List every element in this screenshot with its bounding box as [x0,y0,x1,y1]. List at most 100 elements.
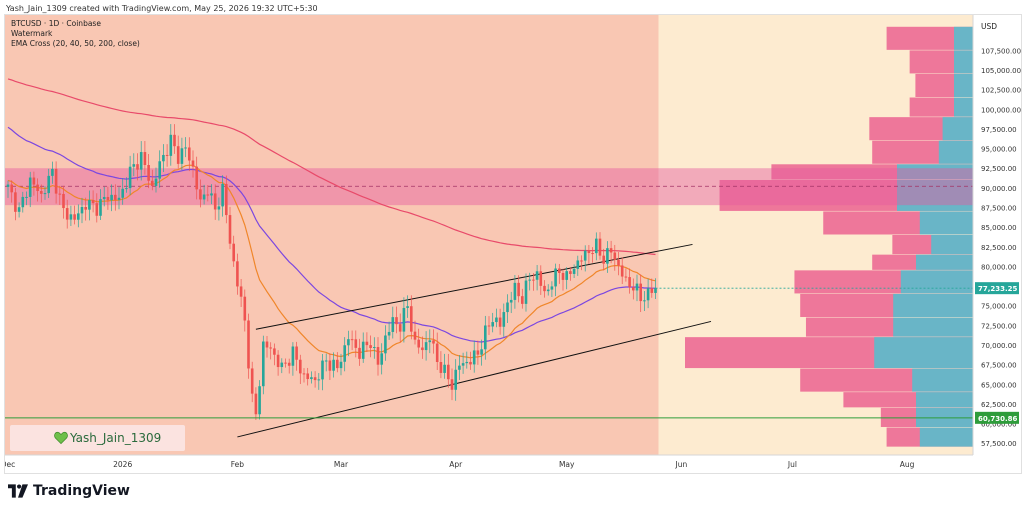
price-tick-label: 100,000.00 [981,106,1021,114]
candle [398,324,402,332]
time-tick-label: Feb [231,460,245,469]
candle [498,317,502,327]
candle [51,168,54,176]
candle [461,363,465,366]
volume-bar-cyan [919,211,973,235]
candle [310,377,313,380]
candle [36,184,39,192]
candle [169,134,173,156]
candle [539,271,543,286]
candle [347,339,350,346]
candle [99,199,102,216]
candle [106,196,110,201]
candle [387,331,391,336]
candle [602,255,605,264]
candle [191,160,195,167]
chart-legend: BTCUSD · 1D · Coinbase Watermark EMA Cro… [11,19,140,49]
volume-bar-cyan [954,73,973,97]
candle [343,345,346,362]
candle [495,317,498,323]
price-tick-label: 105,000.00 [981,67,1021,75]
candle [484,325,487,350]
current-price-tag [975,282,1019,295]
candle [598,238,602,256]
candle [554,268,557,287]
volume-bar-cyan [912,368,973,392]
candle [421,347,424,351]
candle [91,200,95,204]
candle [595,238,598,254]
chart-frame[interactable]: USD 107,500.00 105,000.00 102,500.00 100,000… [4,14,1022,474]
candle [232,243,235,262]
candle [583,250,587,261]
candle [524,280,528,304]
candle [435,343,439,363]
candle [273,348,276,355]
candle [650,288,654,293]
candle [565,271,568,280]
author-name: Yash_Jain_1309 [70,431,162,445]
candle [369,345,372,349]
price-axis-bg [973,15,1021,473]
candle [80,207,84,214]
candle [95,203,99,216]
candle [336,359,339,369]
candle [324,360,328,362]
time-tick-label: Jun [675,460,688,469]
candle [502,312,506,327]
candle [646,288,650,301]
volume-bar-cyan [954,26,973,50]
price-levels [5,287,973,419]
candle [202,194,206,200]
candle [620,265,624,277]
candle [221,183,224,207]
candle [591,253,594,255]
price-chart[interactable]: USD 107,500.00 105,000.00 102,500.00 100,000… [5,15,1021,473]
candle [162,154,165,162]
candle [354,339,358,348]
candle [14,192,17,212]
channel-upper-line [255,243,693,330]
candle [58,193,62,195]
candle [417,339,420,348]
candle [384,335,387,354]
candle [262,341,265,387]
brand-name: TradingView [33,483,130,499]
support-price-text: 60,730.86 [978,415,1018,423]
candle [143,152,147,166]
candle [254,393,258,415]
candle [265,341,269,348]
candle [280,362,284,368]
time-tick-label: May [559,460,575,469]
price-tick-label: 95,000.00 [981,146,1017,154]
candle [380,353,383,365]
candle [465,361,469,364]
candle [413,331,417,340]
candle [365,341,369,346]
time-tick-label: 2026 [113,460,132,469]
candle [213,193,217,210]
candle [410,306,413,332]
tradingview-logo-icon [8,484,28,498]
candle [517,282,520,297]
candle [291,346,295,366]
candle [487,325,491,327]
ema-200-line [7,78,656,256]
volume-bar-cyan [893,317,973,337]
candle [88,200,91,210]
candle [110,194,113,201]
candle [654,288,657,293]
candle [576,260,580,269]
volume-bar [886,26,973,50]
candle [269,347,272,349]
candle [69,214,73,220]
candle [528,279,531,281]
price-tick-label: 75,000.00 [981,303,1017,311]
candle [558,268,561,273]
candle [535,271,539,280]
time-tick-label: Apr [449,460,463,469]
candle [424,342,428,351]
volume-bar-cyan [919,427,973,447]
volume-bar-cyan [942,117,973,141]
candle [77,213,80,220]
